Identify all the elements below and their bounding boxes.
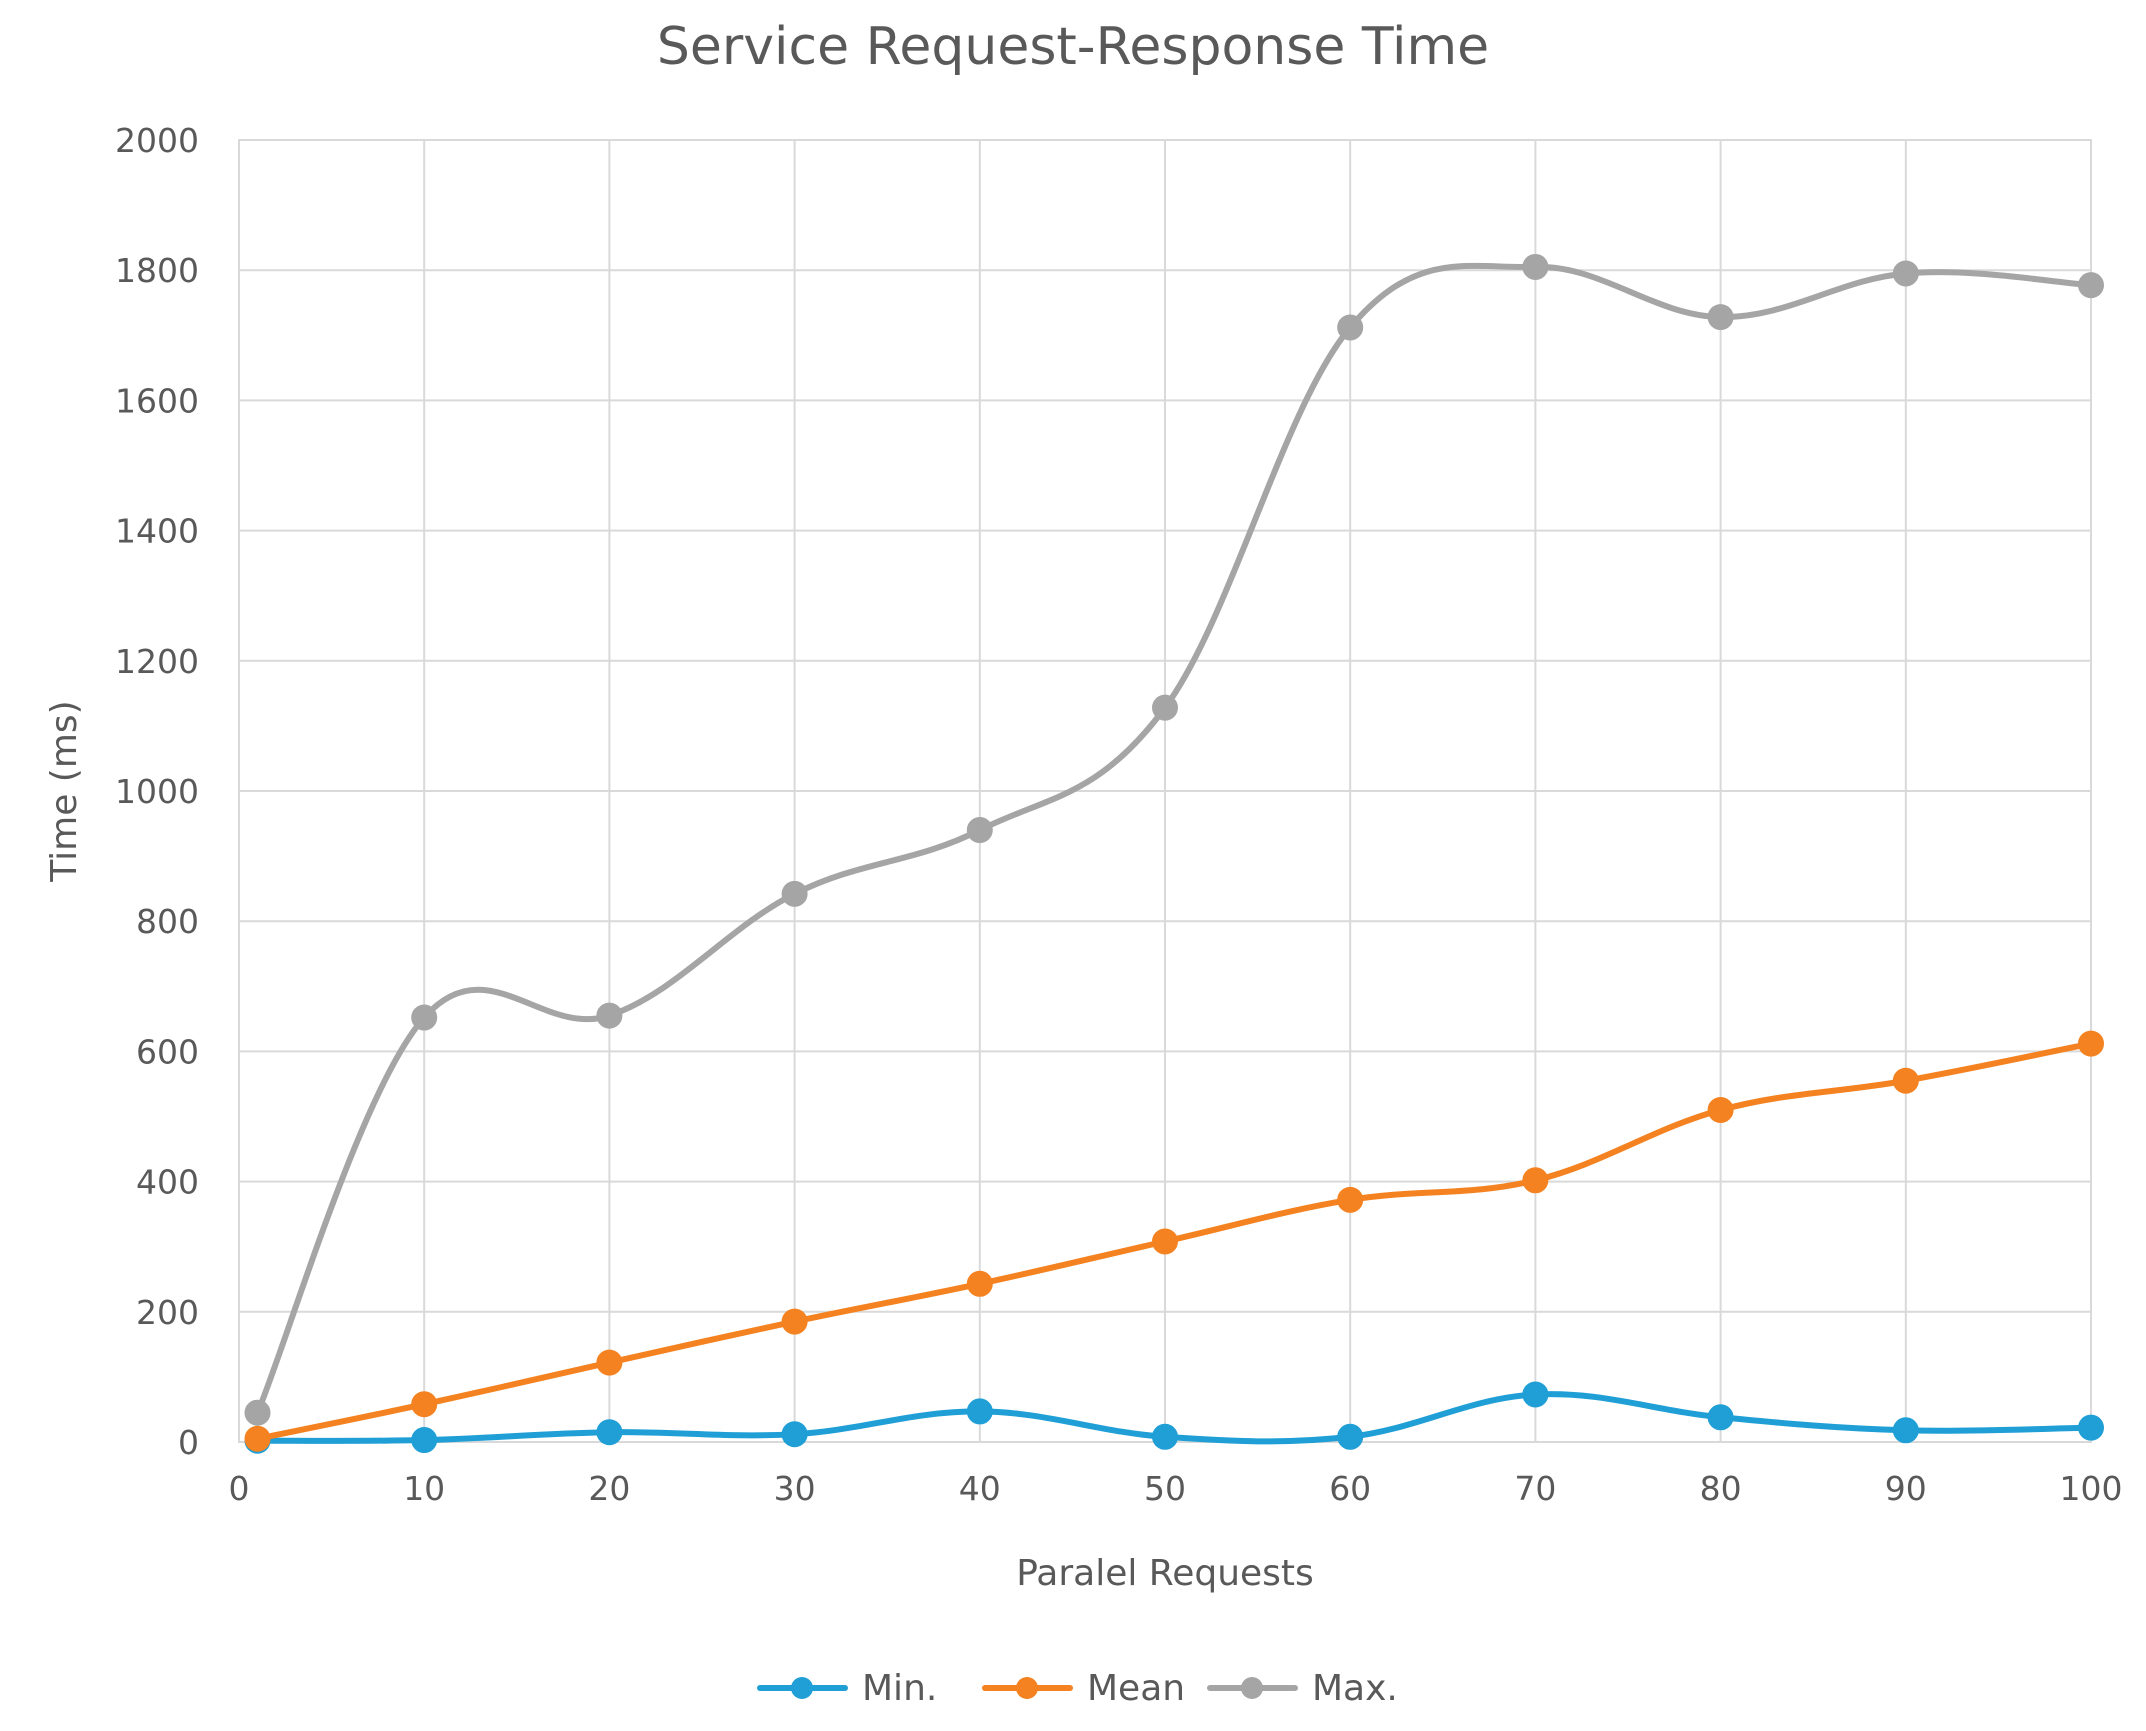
legend-item-mean: Mean (982, 1668, 1185, 1709)
y-tick-label: 1600 (115, 381, 199, 420)
data-point (781, 880, 808, 907)
legend-item-max: Max. (1207, 1668, 1398, 1709)
x-tick-label: 70 (1514, 1469, 1556, 1508)
y-tick-label: 1000 (115, 772, 199, 811)
series-line (254, 262, 2094, 1416)
data-point (244, 1425, 271, 1452)
data-point (1152, 1228, 1178, 1255)
data-point (596, 1349, 623, 1376)
data-point (1522, 1167, 1549, 1194)
x-tick-label: 100 (2060, 1469, 2123, 1508)
series-mean (244, 1030, 2104, 1452)
legend-label: Min. (862, 1668, 937, 1709)
data-point (1337, 1423, 1364, 1450)
y-tick-label: 2000 (115, 121, 199, 160)
x-tick-label: 90 (1885, 1469, 1927, 1508)
data-point (1892, 260, 1919, 287)
y-tick-label: 1800 (115, 251, 199, 290)
legend-label: Max. (1312, 1668, 1398, 1709)
y-tick-label: 1400 (115, 512, 199, 551)
y-axis-label: Time (ms) (44, 700, 85, 882)
data-point (596, 1002, 623, 1029)
data-point (2078, 272, 2104, 299)
x-tick-label: 10 (403, 1469, 445, 1508)
data-point (966, 1398, 993, 1425)
data-point (2078, 1414, 2104, 1441)
data-point (1522, 1381, 1549, 1408)
series-max (244, 253, 2104, 1426)
legend-marker (1016, 1677, 1038, 1699)
y-tick-label: 1200 (115, 642, 199, 681)
data-point (781, 1421, 808, 1448)
x-tick-label: 30 (774, 1469, 816, 1508)
data-point (1152, 1423, 1178, 1450)
data-point (244, 1399, 271, 1426)
data-point (596, 1419, 623, 1446)
data-point (1892, 1417, 1919, 1444)
data-point (2078, 1030, 2104, 1057)
data-point (411, 1004, 438, 1031)
legend-marker (791, 1677, 813, 1699)
legend-item-min: Min. (757, 1668, 937, 1709)
x-tick-label: 20 (588, 1469, 630, 1508)
axes: 0 200 400 600 800 1000 1200 1400 1600 1800 2000 0 10… (115, 121, 2122, 1508)
series-layer (244, 253, 2104, 1454)
y-tick-label: 200 (136, 1293, 199, 1332)
legend-label: Mean (1087, 1668, 1185, 1709)
data-point (411, 1427, 438, 1454)
chart-title: Service Request-Response Time (657, 17, 1489, 77)
x-tick-label: 40 (959, 1469, 1001, 1508)
data-point (1337, 314, 1364, 341)
x-tick-label: 60 (1329, 1469, 1371, 1508)
data-point (1707, 304, 1734, 331)
data-point (1707, 1404, 1734, 1431)
data-point (411, 1391, 438, 1418)
x-tick-label: 0 (229, 1469, 250, 1508)
y-tick-label: 600 (136, 1032, 199, 1071)
data-point (966, 1270, 993, 1297)
y-tick-label: 0 (178, 1423, 199, 1462)
data-point (1152, 694, 1178, 721)
y-tick-label: 400 (136, 1163, 199, 1202)
data-point (1522, 253, 1549, 280)
data-point (1707, 1096, 1734, 1123)
x-tick-label: 80 (1700, 1469, 1742, 1508)
legend: Min. Mean Max. (757, 1668, 1398, 1709)
data-point (1337, 1186, 1364, 1213)
data-point (781, 1308, 808, 1335)
data-point (1892, 1067, 1919, 1094)
x-tick-label: 50 (1144, 1469, 1186, 1508)
y-tick-label: 800 (136, 902, 199, 941)
data-point (966, 817, 993, 844)
legend-marker (1241, 1677, 1263, 1699)
x-axis-label: Paralel Requests (1016, 1553, 1314, 1594)
